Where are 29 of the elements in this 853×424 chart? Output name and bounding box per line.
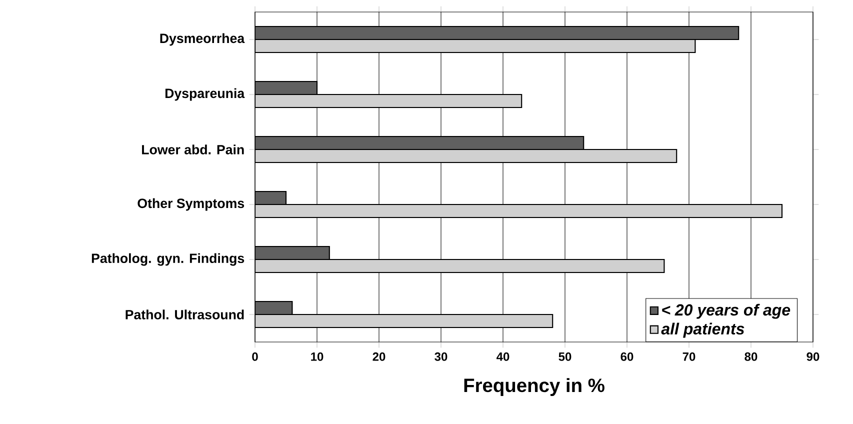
x-tick-label: 50 (558, 352, 572, 361)
legend-label: < 20 years of age (662, 304, 790, 319)
y-tick-label: Other Symptoms (138, 198, 244, 211)
x-tick-label: 20 (372, 352, 386, 361)
x-tick-label: 10 (311, 352, 324, 361)
x-tick-label: 90 (806, 352, 820, 361)
x-axis-title: Frequency in % (464, 378, 604, 396)
bar (255, 314, 554, 328)
bar (255, 80, 318, 96)
bar (255, 26, 740, 40)
x-tick-label: 80 (744, 352, 758, 361)
y-tick-label: Dysmeorrhea (160, 33, 245, 46)
x-tick-label: 70 (682, 352, 696, 361)
bar (255, 204, 783, 218)
legend-label: all patients (661, 322, 744, 338)
bar (255, 94, 522, 108)
y-tick-label: Lower abd. Pain (142, 144, 244, 154)
bar (255, 148, 678, 164)
bar (255, 246, 330, 260)
x-tick-label: 30 (434, 352, 448, 361)
bar (255, 38, 696, 54)
x-tick-label: 40 (496, 352, 510, 361)
bar (255, 258, 665, 274)
y-tick-label: Dyspareunia (165, 88, 245, 101)
x-tick-label: 60 (620, 352, 634, 361)
bar (255, 136, 584, 150)
x-tick-label: 0 (252, 352, 258, 361)
y-tick-label: Patholog. gyn. Findings (92, 253, 244, 266)
y-tick-label: Pathol. Ultrasound (126, 310, 244, 320)
